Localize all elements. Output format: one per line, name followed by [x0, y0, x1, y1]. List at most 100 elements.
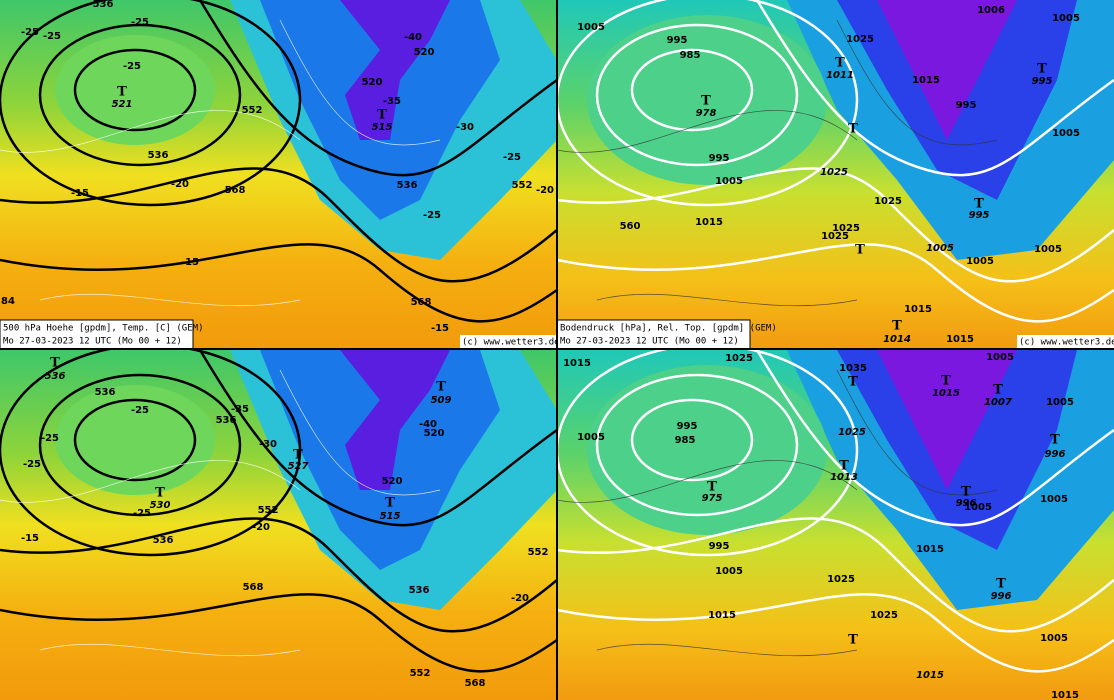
low-marker: T — [835, 56, 845, 71]
contour-label: 1005 — [715, 176, 743, 187]
isoline — [836, 369, 998, 496]
isoline — [279, 369, 441, 496]
contour-label: 1025 — [832, 223, 860, 234]
contour-label: -25 — [23, 459, 41, 470]
cold-core — [340, 350, 450, 490]
contour-label: 552 — [258, 505, 279, 516]
contour — [0, 350, 302, 557]
high-area — [587, 15, 827, 185]
low-marker: T — [961, 485, 971, 500]
contour-label: 995 — [969, 210, 990, 221]
contour-label: 1011 — [826, 70, 854, 81]
contour-label: 995 — [677, 421, 698, 432]
contour-label: 1007 — [984, 397, 1012, 408]
contour-label: 1025 — [821, 231, 849, 242]
contour-label: -15 — [71, 188, 89, 199]
contour-label: 995 — [709, 153, 730, 164]
contour — [630, 398, 754, 482]
contour-label: 1005 — [964, 502, 992, 513]
contour-label: 84 — [1, 296, 15, 307]
isoline — [0, 110, 301, 153]
contour-label: 568 — [411, 297, 432, 308]
contour-label: 552 — [242, 105, 263, 116]
contour-label: 1006 — [977, 5, 1005, 16]
contour — [630, 48, 754, 132]
contour-label: 515 — [380, 511, 401, 522]
high-area — [587, 365, 827, 535]
contour-label: 975 — [702, 493, 723, 504]
contour-label: 527 — [288, 461, 309, 472]
isoline — [596, 293, 858, 307]
low-marker: T — [385, 496, 395, 511]
contour-label: -30 — [259, 439, 277, 450]
contour-label: -40 — [404, 32, 422, 43]
contour-label: 1005 — [986, 352, 1014, 363]
caption-box — [0, 319, 194, 350]
contour-label: 536 — [397, 180, 418, 191]
caption: 500 hPa Hoehe [gpdm], Temp. [C] (GEM) — [3, 324, 203, 334]
contour-label: -25 — [131, 17, 149, 28]
low-marker: T — [1050, 433, 1060, 448]
contour-label: 1013 — [830, 472, 858, 483]
contour — [557, 593, 1114, 673]
contour-label: -25 — [123, 61, 141, 72]
contour-label: 521 — [112, 99, 133, 110]
isoline — [557, 460, 858, 503]
contour — [755, 350, 1114, 527]
contour-label: 552 — [410, 668, 431, 679]
contour — [595, 373, 799, 517]
contour-label: 536 — [148, 150, 169, 161]
contour-label: 1005 — [966, 256, 994, 267]
low-marker: T — [377, 108, 387, 123]
low-pressure-core — [877, 350, 1017, 490]
contour-label: -20 — [511, 593, 529, 604]
contour — [557, 243, 1114, 323]
contour-label: 509 — [431, 395, 452, 406]
contour-label: 995 — [1032, 76, 1053, 87]
contour-label: 996 — [991, 591, 1012, 602]
contour — [0, 0, 302, 207]
isoline — [836, 19, 998, 146]
contour — [557, 350, 859, 557]
contour-label: 1005 — [926, 243, 954, 254]
contour — [557, 167, 1114, 283]
contour-label: -40 — [419, 419, 437, 430]
contour — [0, 167, 557, 283]
contour-label: 552 — [512, 180, 533, 191]
contour-label: 520 — [362, 77, 383, 88]
contour-label: -30 — [456, 122, 474, 133]
contour-label: 1025 — [846, 34, 874, 45]
contour — [557, 0, 859, 207]
contour-label: 520 — [382, 476, 403, 487]
caption-box — [556, 319, 751, 350]
low-area — [55, 35, 215, 145]
contour-label: 995 — [709, 541, 730, 552]
low-marker: T — [839, 459, 849, 474]
contour-label: 530 — [150, 500, 171, 511]
isoline — [39, 293, 301, 307]
contour-label: 560 — [620, 221, 641, 232]
contour-label: 1005 — [577, 22, 605, 33]
contour — [0, 593, 557, 673]
contour — [38, 373, 242, 517]
low-marker: T — [50, 356, 60, 371]
contour-label: 1025 — [725, 353, 753, 364]
contour-label: -20 — [252, 522, 270, 533]
contour — [0, 517, 557, 633]
contour-label: 520 — [414, 47, 435, 58]
contour-label: 1005 — [1034, 244, 1062, 255]
contour-label: 1015 — [916, 544, 944, 555]
contour-label: 1035 — [839, 363, 867, 374]
contour-label: 996 — [1045, 449, 1066, 460]
low-marker: T — [707, 480, 717, 495]
contour — [73, 48, 197, 132]
caption: Mo 27-03-2023 12 UTC (Mo 00 + 12) — [3, 337, 182, 347]
contour-label: 1015 — [904, 304, 932, 315]
credit-box — [460, 335, 557, 349]
low-marker: T — [974, 197, 984, 212]
contour-label: 1005 — [1052, 13, 1080, 24]
contour-label: -15 — [21, 533, 39, 544]
contour-label: 536 — [409, 585, 430, 596]
